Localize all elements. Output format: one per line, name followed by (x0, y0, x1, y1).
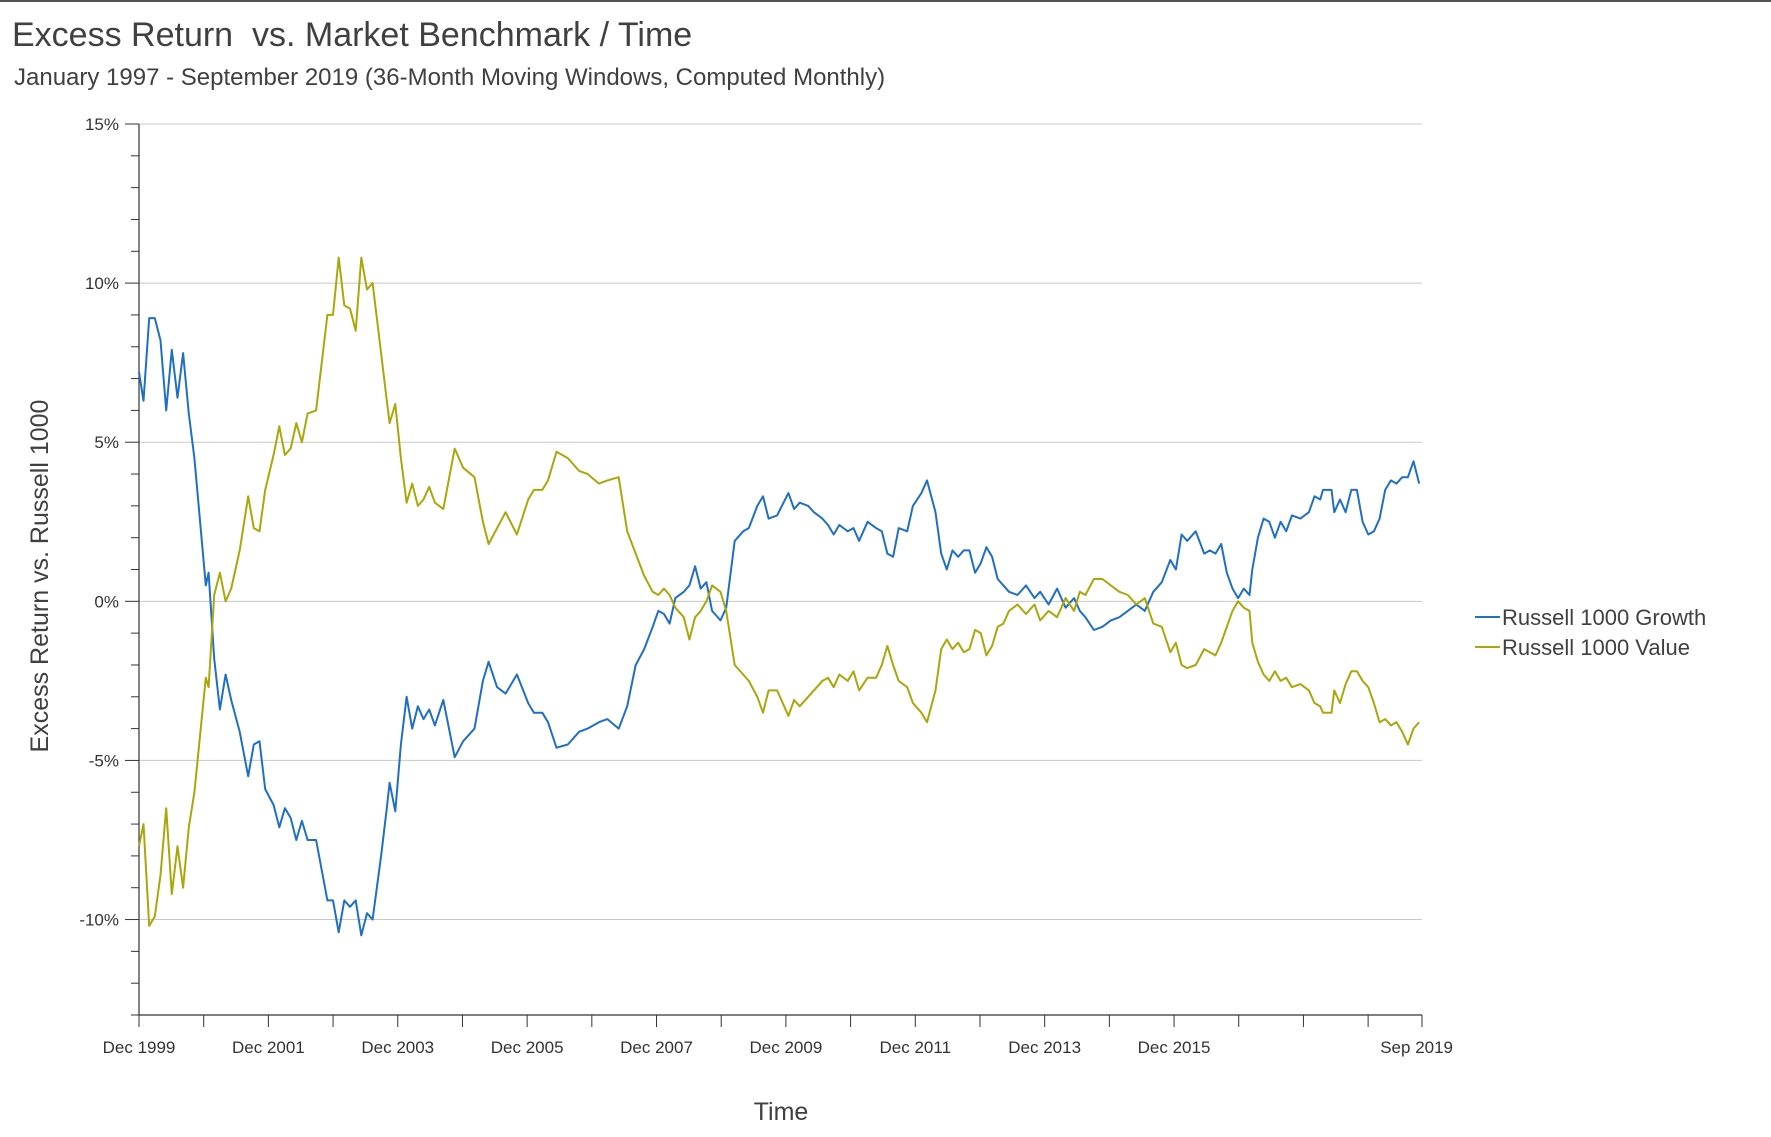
x-tick-label: Dec 2003 (361, 1038, 434, 1057)
x-tick-label: Dec 2011 (880, 1038, 952, 1057)
y-tick-label: 0% (94, 592, 119, 611)
series-line-russell-1000-growth (138, 317, 1421, 937)
x-tick-label: Sep 2019 (1380, 1038, 1453, 1057)
series-lines (138, 256, 1421, 937)
y-axis-ticks: -10% -5% 0% 5% 10% 15% (79, 115, 139, 1016)
x-tick-label: Dec 2001 (232, 1038, 305, 1057)
legend-label: Russell 1000 Growth (1502, 605, 1706, 630)
series-line-russell-1000-value (138, 256, 1420, 927)
legend: Russell 1000 Growth Russell 1000 Value (1475, 605, 1706, 660)
legend-label: Russell 1000 Value (1502, 635, 1690, 660)
y-tick-label: 15% (85, 115, 119, 134)
y-tick-label: 10% (85, 274, 119, 293)
x-tick-label: Dec 2005 (491, 1038, 564, 1057)
y-tick-label: -10% (79, 911, 119, 930)
x-tick-label: Dec 2007 (620, 1038, 693, 1057)
x-tick-label: Dec 2015 (1138, 1038, 1211, 1057)
y-tick-label: 5% (94, 433, 119, 452)
x-axis-title: Time (754, 1098, 809, 1126)
chart-subtitle: January 1997 - September 2019 (36-Month … (14, 64, 886, 91)
x-axis-ticks: Dec 1999 Dec 2001 Dec 2003 Dec 2005 Dec 2007… (103, 1015, 1453, 1057)
x-tick-label: Dec 2013 (1008, 1038, 1081, 1057)
y-tick-label: -5% (89, 751, 119, 770)
x-tick-label: Dec 1999 (103, 1038, 176, 1057)
y-axis-title: Excess Return vs. Russell 1000 (26, 400, 54, 753)
x-tick-label: Dec 2009 (750, 1038, 823, 1057)
gridlines (139, 123, 1422, 921)
chart-title: Excess Return vs. Market Benchmark / Tim… (12, 16, 693, 54)
axes (138, 124, 1422, 1016)
top-border (0, 0, 1771, 2)
